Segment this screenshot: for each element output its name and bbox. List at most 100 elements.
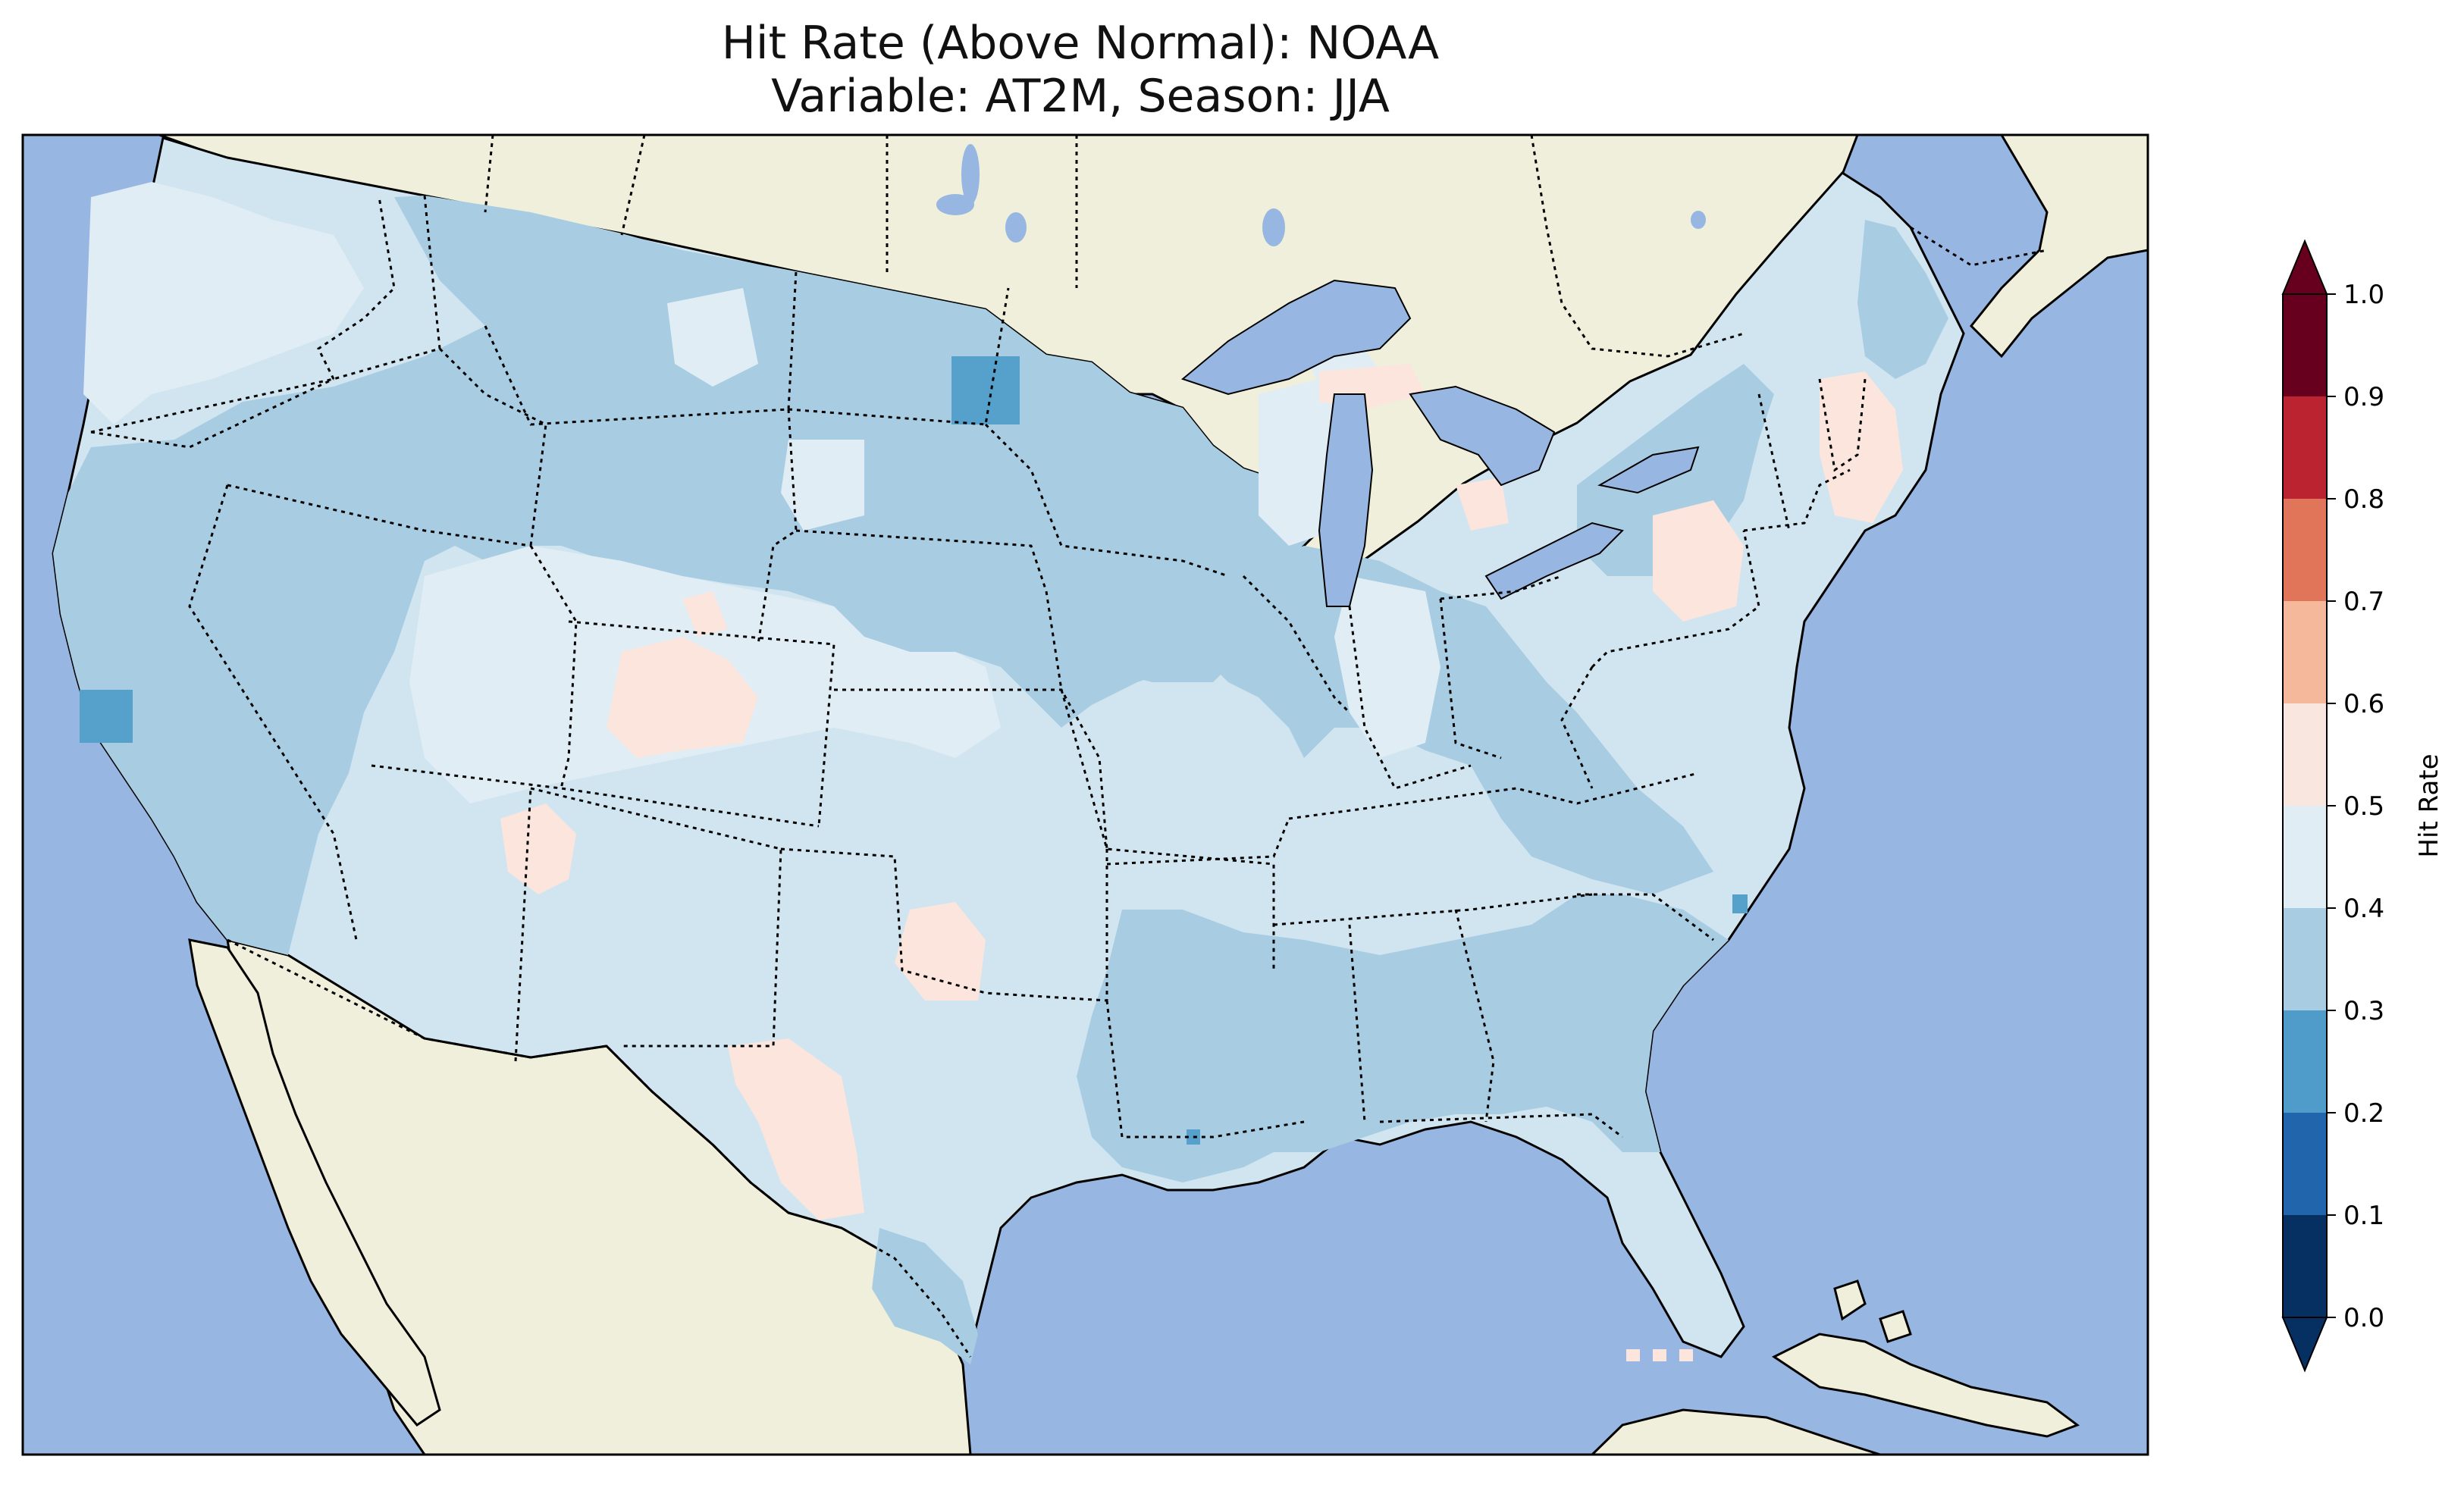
colorbar-tick-label: 0.1 bbox=[2343, 1201, 2384, 1231]
lake-ontario bbox=[1597, 446, 1700, 494]
lake-huron bbox=[1409, 385, 1556, 487]
colorbar-segment bbox=[2283, 499, 2327, 601]
ohio-patch bbox=[1456, 478, 1509, 531]
colorbar-tick-label: 0.2 bbox=[2343, 1098, 2384, 1129]
ohio-valley-region bbox=[1198, 546, 1713, 894]
state-line bbox=[438, 347, 547, 547]
colorado-patch bbox=[607, 637, 758, 758]
colorbar-tick-label: 0.8 bbox=[2343, 484, 2384, 515]
lake bbox=[961, 144, 980, 205]
florida-keys-cells bbox=[1626, 1349, 1693, 1361]
map-frame bbox=[21, 133, 2149, 1456]
colorbar-tick-label: 1.0 bbox=[2343, 280, 2384, 310]
colorbar-extend-low bbox=[2281, 1317, 2328, 1373]
west-texas-patch bbox=[728, 1038, 864, 1220]
state-line bbox=[1242, 575, 1351, 714]
state-line bbox=[1439, 598, 1502, 760]
pennsylvania-patch bbox=[1653, 500, 1744, 622]
pacific-northwest-region bbox=[83, 182, 364, 424]
state-line bbox=[514, 788, 532, 1062]
state-line bbox=[484, 271, 798, 426]
state-boundaries bbox=[90, 195, 1867, 1139]
us-mexico-border bbox=[227, 938, 972, 1358]
province-line bbox=[1530, 135, 1745, 358]
colorbar-segment bbox=[2283, 601, 2327, 703]
state-line bbox=[1348, 606, 1472, 790]
caribbean-land bbox=[1590, 1408, 1881, 1455]
state-line bbox=[317, 196, 396, 380]
colorbar-tick-label: 0.9 bbox=[2343, 382, 2384, 412]
canada-lakes bbox=[936, 144, 1706, 246]
state-line bbox=[795, 529, 1063, 691]
lake bbox=[1005, 212, 1027, 243]
colorbar-segment bbox=[2283, 396, 2327, 499]
map-panel bbox=[23, 135, 2148, 1455]
baja-land bbox=[188, 938, 441, 1427]
state-line bbox=[1757, 393, 1791, 531]
colorbar-tick-label: 0.0 bbox=[2343, 1303, 2384, 1333]
colorbar-segment bbox=[2283, 294, 2327, 396]
iowa-region bbox=[1016, 546, 1243, 682]
montana-patch bbox=[667, 288, 758, 387]
state-line bbox=[834, 688, 1108, 850]
state-line bbox=[529, 545, 578, 789]
lake-erie bbox=[1484, 521, 1624, 600]
keys-cell bbox=[1653, 1349, 1666, 1361]
state-line bbox=[780, 847, 1108, 1002]
colorbar-segment bbox=[2283, 703, 2327, 806]
state-line bbox=[1105, 1000, 1305, 1139]
bahamas-island bbox=[1833, 1279, 1867, 1321]
state-line bbox=[1560, 666, 1594, 789]
state-line bbox=[90, 195, 441, 434]
new-mexico-patch bbox=[682, 591, 728, 637]
lake bbox=[936, 194, 974, 215]
north-carolina-cell bbox=[1732, 894, 1748, 913]
arizona-patch bbox=[500, 803, 576, 894]
colorbar-tick-label: 0.7 bbox=[2343, 587, 2384, 617]
colorbar-label: Hit Rate bbox=[2414, 753, 2444, 857]
maine-region bbox=[1857, 220, 1948, 379]
state-line bbox=[1060, 689, 1275, 970]
colorbar-extend-high bbox=[2281, 239, 2328, 295]
colorbar-segment bbox=[2283, 1215, 2327, 1317]
maritime-land bbox=[1969, 135, 2148, 359]
new-england-patch bbox=[1820, 371, 1903, 523]
state-line bbox=[1743, 468, 1851, 532]
bahamas-island bbox=[1879, 1310, 1912, 1343]
state-line bbox=[1577, 893, 1714, 941]
keys-cell bbox=[1626, 1349, 1640, 1361]
lake bbox=[1691, 211, 1706, 229]
dakota-patch bbox=[781, 440, 864, 531]
colorbar-tick-label: 0.6 bbox=[2343, 689, 2384, 719]
map-title-line2: Variable: AT2M, Season: JJA bbox=[771, 70, 1390, 123]
state-line bbox=[1106, 818, 1290, 866]
province-boundaries bbox=[484, 135, 2048, 358]
colorbar: 0.0 0.1 0.2 0.3 0.4 0.5 0.6 0.7 0.8 0.9 1.0 Hit Ra… bbox=[2281, 239, 2444, 1373]
colorbar-segment bbox=[2283, 806, 2327, 908]
state-line bbox=[188, 484, 358, 941]
state-line bbox=[984, 423, 1229, 578]
colorbar-tick-label: 0.3 bbox=[2343, 996, 2384, 1026]
state-line bbox=[1454, 909, 1495, 1123]
southeast-region bbox=[1077, 894, 1729, 1182]
state-line bbox=[757, 409, 798, 645]
illinois-region bbox=[1334, 576, 1440, 758]
cuba-land bbox=[1772, 1333, 2080, 1438]
state-line bbox=[227, 484, 531, 547]
colorbar-segment bbox=[2283, 1010, 2327, 1113]
california-cell bbox=[80, 690, 133, 743]
colorbar-ticks: 0.0 0.1 0.2 0.3 0.4 0.5 0.6 0.7 0.8 0.9 1.0 bbox=[2327, 280, 2384, 1333]
keys-cell bbox=[1679, 1349, 1693, 1361]
province-line bbox=[620, 135, 646, 236]
oklahoma-patch bbox=[895, 902, 986, 1001]
state-line bbox=[530, 787, 782, 1048]
state-line bbox=[1591, 530, 1760, 669]
north-dakota-cell bbox=[951, 356, 1020, 424]
colorbar-segment bbox=[2283, 1113, 2327, 1215]
lake bbox=[1262, 208, 1285, 246]
state-line bbox=[1440, 575, 1563, 600]
lake-superior bbox=[1180, 279, 1412, 396]
colorbar-tick-label: 0.5 bbox=[2343, 791, 2384, 822]
state-line bbox=[1288, 772, 1699, 820]
